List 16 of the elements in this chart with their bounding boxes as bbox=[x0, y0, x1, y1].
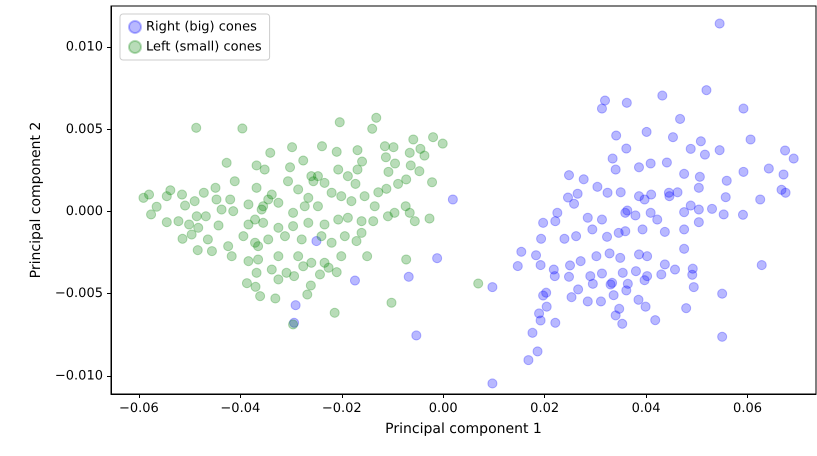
x-tick-label: −0.02 bbox=[322, 401, 362, 416]
y-tick-label: 0.010 bbox=[66, 40, 103, 55]
y-tick-label: −0.010 bbox=[54, 368, 103, 384]
x-tick-label: −0.06 bbox=[118, 401, 159, 416]
y-tick-label: 0.000 bbox=[66, 204, 103, 220]
x-tick-label: 0.04 bbox=[632, 401, 661, 416]
legend-label: Right (big) cones bbox=[146, 20, 258, 34]
legend-label: Left (small) cones bbox=[146, 40, 262, 54]
y-tick-label: 0.005 bbox=[66, 122, 103, 137]
y-tick-label: −0.005 bbox=[54, 286, 103, 302]
x-tick-label: 0.02 bbox=[530, 401, 560, 416]
x-tick-label: 0.00 bbox=[428, 401, 458, 416]
y-axis-title: Principal component 2 bbox=[28, 122, 44, 278]
x-axis-title: Principal component 1 bbox=[385, 421, 542, 437]
x-tick-label: 0.06 bbox=[733, 401, 762, 416]
x-tick-label: −0.04 bbox=[220, 401, 260, 416]
